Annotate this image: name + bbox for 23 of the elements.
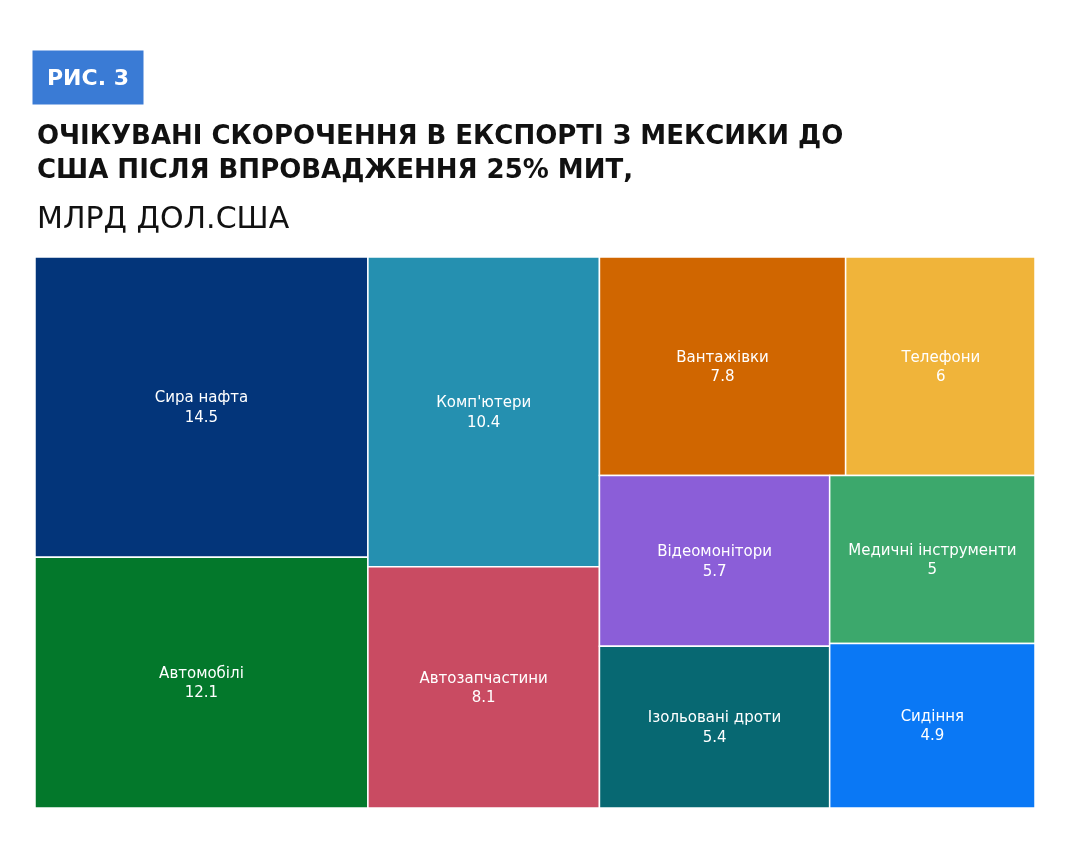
text: РИС. 3 [47, 65, 130, 90]
data-label: 5.4 [702, 727, 727, 746]
category-label: Відеомонітори [657, 542, 773, 561]
category-label: Медичні інструменти [848, 540, 1017, 559]
data-label: 10.4 [466, 412, 501, 431]
data-label: 12.1 [184, 683, 219, 702]
category-label: Автозапчастини [419, 668, 548, 687]
category-label: Вантажівки [676, 347, 769, 366]
category-label: Сидіння [900, 706, 965, 725]
data-label: 7.8 [710, 367, 735, 385]
data-label: 5.7 [702, 561, 727, 580]
category-label: Сира нафта [154, 388, 249, 407]
category-label: Ізольовані дроти [647, 708, 782, 727]
category-label: Автомобілі [159, 663, 244, 682]
text: ОЧІКУВАНІ СКОРОЧЕННЯ В ЕКСПОРТІ З МЕКСИКИ ДО США ПІСЛЯ ВПРОВАДЖЕННЯ 25% МИТ, [37, 120, 844, 184]
text: МЛРД ДОЛ.США [37, 200, 290, 235]
data-label: 14.5 [184, 407, 219, 426]
data-label: 4.9 [920, 726, 945, 745]
category-label: Комп'ютери [436, 393, 532, 412]
data-label: 8.1 [471, 688, 496, 707]
data-label: 6 [936, 367, 946, 385]
category-label: Телефони [900, 347, 981, 366]
data-label: 5 [927, 560, 938, 579]
